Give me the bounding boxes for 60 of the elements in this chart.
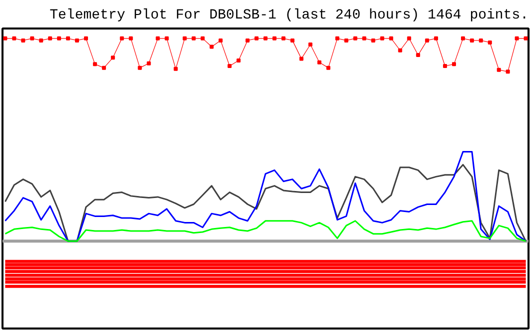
- point: [21, 38, 26, 42]
- point: [353, 36, 358, 40]
- point: [335, 36, 340, 40]
- point: [514, 36, 519, 40]
- point: [344, 38, 348, 42]
- point: [156, 36, 160, 40]
- point: [281, 36, 286, 40]
- point: [362, 36, 366, 40]
- point: [3, 36, 8, 40]
- point: [380, 36, 384, 40]
- point: [478, 38, 483, 42]
- point: [218, 38, 223, 42]
- point: [460, 36, 465, 40]
- point: [290, 38, 294, 42]
- point: [200, 36, 205, 40]
- point: [48, 36, 52, 40]
- point: [236, 58, 241, 63]
- chart-title: Telemetry Plot For DB0LSB-1 (last 240 hours) 1464 points.: [50, 8, 529, 24]
- point: [398, 48, 402, 52]
- point: [164, 36, 169, 40]
- point: [128, 36, 133, 40]
- point: [66, 36, 70, 40]
- point: [92, 62, 97, 66]
- point: [75, 38, 79, 42]
- point: [389, 36, 394, 40]
- point: [102, 66, 106, 70]
- point: [434, 36, 438, 40]
- point: [371, 38, 376, 42]
- point: [524, 36, 528, 40]
- point: [228, 64, 232, 68]
- point: [192, 36, 196, 40]
- point: [12, 36, 16, 40]
- point: [299, 56, 304, 61]
- point: [210, 44, 214, 49]
- point: [443, 64, 448, 68]
- point: [246, 38, 250, 42]
- point: [407, 36, 412, 40]
- point: [110, 56, 115, 60]
- point: [138, 66, 142, 70]
- point: [30, 36, 34, 40]
- point: [39, 38, 44, 42]
- point: [120, 36, 124, 40]
- point: [84, 36, 88, 40]
- point: [496, 68, 501, 72]
- point: [416, 53, 420, 58]
- point: [308, 42, 312, 46]
- point: [57, 36, 62, 40]
- point: [174, 66, 178, 71]
- point: [146, 61, 151, 66]
- point: [182, 36, 187, 40]
- point: [470, 38, 474, 42]
- point: [254, 36, 259, 40]
- point: [488, 40, 492, 44]
- point: [272, 36, 276, 40]
- point: [264, 36, 268, 40]
- point: [425, 38, 430, 42]
- point: [317, 60, 322, 64]
- point: [326, 66, 330, 70]
- point: [452, 62, 456, 66]
- point: [506, 70, 510, 74]
